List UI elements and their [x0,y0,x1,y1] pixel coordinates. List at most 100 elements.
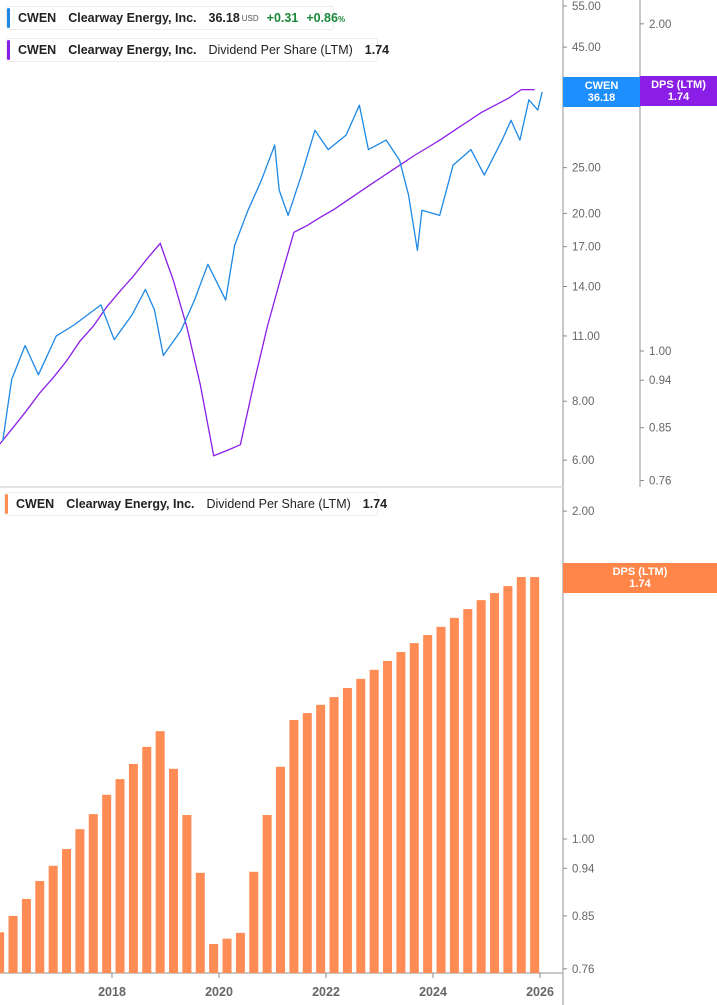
dps-bar [235,932,245,973]
dps-line [0,88,535,457]
dps-bar [182,815,192,973]
dps-bar [88,814,98,973]
dps-bar [289,720,299,973]
dps-bar [249,871,259,973]
dps-top-tag: DPS (LTM) 1.74 [640,76,717,106]
dps-bottom-tick-label: 2.00 [572,506,594,518]
legend-ticker: CWEN [18,11,57,25]
dps-bar [222,938,232,973]
dps-bottom-tick-label: 0.85 [572,911,594,923]
legend-stripe [7,8,10,28]
price-tick-label: 6.00 [572,455,594,467]
legend-metric: Dividend Per Share (LTM) [208,43,353,57]
price-tag-value: 36.18 [587,92,616,104]
legend-metric: Dividend Per Share (LTM) [206,497,351,511]
dps-bar [503,586,513,973]
dps-bar [48,865,58,973]
dps-bar [155,731,165,973]
legend-change-pct-value: +0.86 [306,11,338,25]
dps-bar [449,617,459,973]
price-tick-label: 45.00 [572,42,601,54]
dps-bar [142,746,152,973]
legend-dps-bottom: CWEN Clearway Energy, Inc. Dividend Per … [4,492,387,516]
legend-ticker: CWEN [18,43,57,57]
dps-bars [0,577,540,973]
price-tick-label: 8.00 [572,396,594,408]
dps-bar [262,815,272,973]
dps-bottom-tick-label: 0.94 [572,863,595,875]
dps-bar [356,678,366,973]
legend-company: Clearway Energy, Inc. [66,497,195,511]
dps-bar [195,872,205,973]
dps-bar [8,915,18,973]
dps-bar [115,779,125,973]
dps-top-tag-label: DPS (LTM) [651,79,706,91]
dps-bar [21,898,31,973]
dps-bar [102,794,112,973]
dps-top-tick-label: 0.85 [649,423,671,435]
dps-bar [383,660,393,973]
dps-bar [476,600,486,973]
legend-stripe [7,40,10,60]
dps-bar [463,609,473,973]
dps-bottom-tick-label: 0.76 [572,964,594,976]
x-tick-label: 2026 [526,985,554,999]
legend-change-pct: +0.86% [306,11,345,25]
legend-value: 1.74 [364,43,390,57]
legend-price: CWEN Clearway Energy, Inc. 36.18 USD +0.… [6,6,345,30]
price-line [2,91,543,441]
price-tick-label: 11.00 [572,331,600,343]
legend-company: Clearway Energy, Inc. [68,43,197,57]
dps-top-tag-value: 1.74 [667,91,690,103]
dps-bar [409,643,419,973]
dps-bar [329,697,339,973]
dps-bar [342,688,352,973]
dps-bar [0,932,5,973]
legend-stripe [5,494,8,514]
legend-ticker: CWEN [16,497,55,511]
dps-bottom-tick-label: 1.00 [572,834,594,846]
price-tick-label: 20.00 [572,208,601,220]
dps-bar [302,713,312,973]
dps-bottom-tag-label: DPS (LTM) [612,566,668,578]
dps-bottom-tag: DPS (LTM) 1.74 [563,563,717,593]
dps-top-tick-label: 0.94 [649,375,672,387]
dps-bar [316,704,326,973]
dps-bar [369,669,379,973]
dps-bar [530,577,540,973]
dps-bar [490,593,500,973]
legend-dps-top: CWEN Clearway Energy, Inc. Dividend Per … [6,38,389,62]
legend-change: +0.31 [266,11,299,25]
dps-bar [276,766,286,973]
dps-bar [516,577,526,973]
price-tick-label: 14.00 [572,281,601,293]
x-tick-label: 2024 [419,985,447,999]
dps-top-tick-label: 1.00 [649,346,671,358]
legend-currency: USD [241,13,259,23]
dps-bar [128,763,138,973]
legend-pct-sign: % [337,15,346,24]
dps-bottom-tag-value: 1.74 [629,578,651,590]
price-tick-label: 17.00 [572,242,601,254]
dps-top-tick-label: 2.00 [649,19,671,31]
dps-bar [423,635,433,973]
dps-bar [209,943,219,973]
dps-top-tick-label: 0.76 [649,476,671,488]
legend-value: 1.74 [362,497,388,511]
price-tick-label: 55.00 [572,1,601,13]
dps-bar [35,881,45,973]
x-tick-label: 2020 [205,985,233,999]
x-tick-label: 2022 [312,985,340,999]
dps-bar [75,829,85,973]
dps-bar [62,849,72,973]
dps-bar [436,626,446,973]
dps-bar [396,651,406,973]
price-tick-label: 25.00 [572,163,601,175]
dps-bar [169,768,179,973]
legend-company: Clearway Energy, Inc. [68,11,197,25]
price-tag: CWEN 36.18 [563,77,640,107]
x-tick-label: 2018 [98,985,126,999]
legend-price-value: 36.18 [208,11,240,25]
price-tag-label: CWEN [584,80,619,92]
